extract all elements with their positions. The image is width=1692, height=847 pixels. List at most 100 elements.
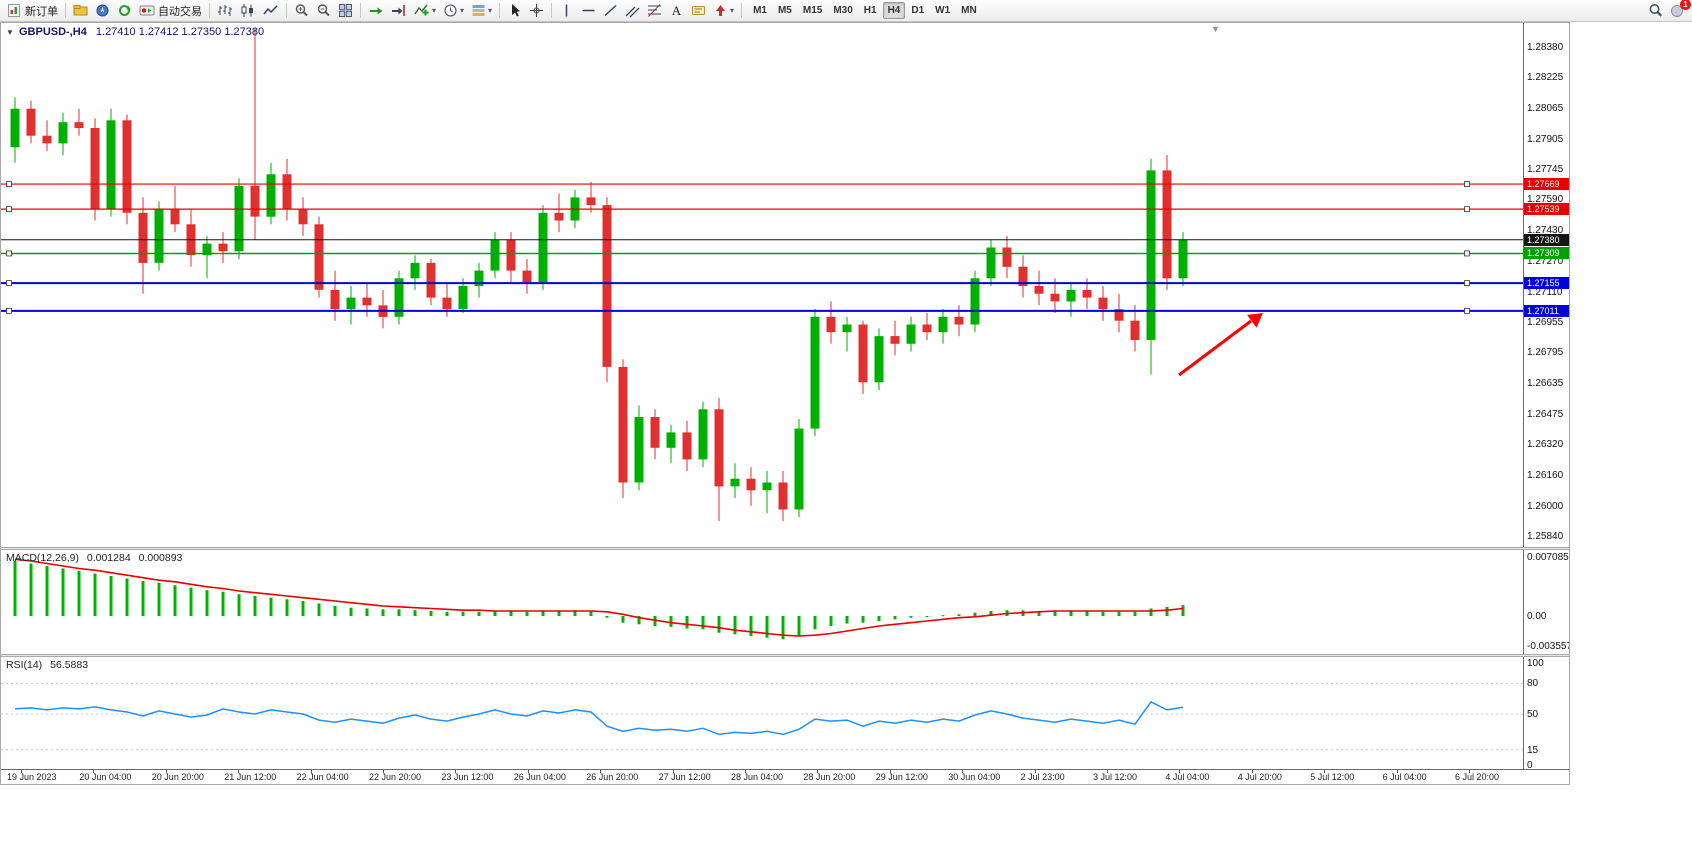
time-axis-label: 4 Jul 20:00	[1237, 772, 1282, 782]
chart-window: ▼ GBPUSD-,H4 1.27410 1.27412 1.27350 1.2…	[0, 22, 1570, 785]
timeframe-button-m5[interactable]: M5	[777, 5, 792, 16]
new-order-icon	[8, 4, 20, 17]
chart-title: ▼ GBPUSD-,H4 1.27410 1.27412 1.27350 1.2…	[6, 26, 264, 38]
chevron-down-icon: ▾	[432, 6, 437, 15]
price-axis-label: 1.27590	[1527, 194, 1564, 206]
timeframe-button-w1[interactable]: W1	[935, 5, 951, 16]
profiles-icon	[73, 5, 88, 16]
candlestick-chart-icon	[241, 4, 253, 17]
rsi-axis-label: 0	[1527, 760, 1533, 769]
time-axis-tick	[672, 770, 674, 773]
timeframe-button-mn[interactable]: MN	[961, 5, 977, 16]
chevron-down-icon: ▾	[730, 6, 735, 15]
rsi-axis[interactable]: 100 80 50 15 0	[1523, 657, 1569, 769]
refresh-button[interactable]	[114, 1, 135, 20]
notifications-button[interactable]: 1	[1667, 0, 1691, 20]
macd-chart[interactable]	[1, 550, 1523, 654]
price-axis-label: 1.27905	[1527, 133, 1564, 145]
price-axis-label: 1.26160	[1527, 469, 1564, 481]
channel-icon	[625, 6, 640, 18]
rsi-axis-label: 80	[1527, 678, 1539, 690]
channel-tool-button[interactable]	[622, 1, 643, 20]
price-axis[interactable]: 1.28380 1.28225 1.28065 1.27905 1.27745 1.275…	[1523, 23, 1569, 547]
macd-histogram	[13, 561, 1185, 640]
fibonacci-tool-button[interactable]	[644, 1, 665, 20]
indicators-button[interactable]: ▾	[411, 1, 439, 20]
time-axis-label: 26 Jun 20:00	[586, 772, 639, 782]
time-axis-tick	[93, 770, 95, 773]
timeframe-button-h4[interactable]: H4	[882, 2, 906, 19]
trendline-icon	[604, 4, 617, 17]
profiles-button[interactable]	[70, 1, 91, 20]
zoom-out-button[interactable]	[313, 1, 334, 20]
timeframe-button-m15[interactable]: M15	[802, 5, 823, 16]
price-axis-label: 1.26635	[1527, 378, 1564, 390]
macd-signal-line	[14, 558, 1184, 637]
tile-windows-button[interactable]	[335, 1, 356, 20]
zoom-in-button[interactable]	[291, 1, 312, 20]
horizontal-line-icon	[582, 9, 595, 12]
rsi-chart[interactable]	[1, 657, 1523, 769]
time-axis-tick	[1324, 770, 1326, 773]
line-chart-button[interactable]	[260, 1, 282, 20]
rsi-axis-label: 15	[1527, 744, 1539, 756]
chart-shift-marker-icon[interactable]: ▼	[1211, 24, 1220, 34]
bars-chart-icon	[218, 5, 232, 16]
time-axis[interactable]: 19 Jun 2023 20 Jun 04:00 20 Jun 20:00 21 Ju…	[1, 769, 1569, 784]
pane-splitter[interactable]	[1, 547, 1569, 550]
macd-main-value: 0.001284	[86, 552, 131, 564]
tile-windows-icon	[339, 4, 352, 17]
price-level-tag: 1.27155	[1524, 277, 1569, 290]
time-axis-label: 23 Jun 12:00	[441, 772, 494, 782]
auto-scroll-button[interactable]	[365, 1, 387, 20]
price-axis-label: 1.26475	[1527, 409, 1564, 421]
timeframe-button-m1[interactable]: M1	[753, 5, 767, 16]
timeframe-button-h1[interactable]: H1	[863, 5, 877, 16]
candlestick-chart-button[interactable]	[237, 1, 259, 20]
time-axis-tick	[21, 770, 22, 773]
rsi-value: 56.5883	[50, 659, 89, 671]
crosshair-button[interactable]	[526, 1, 547, 20]
collapse-arrow-icon[interactable]: ▼	[6, 28, 14, 37]
cursor-button[interactable]	[504, 1, 525, 20]
search-button[interactable]	[1645, 1, 1666, 20]
new-order-button[interactable]: 新订单	[4, 1, 61, 20]
time-axis-label: 19 Jun 2023	[7, 772, 57, 782]
bars-chart-button[interactable]	[214, 1, 236, 20]
macd-axis[interactable]: 0.007085 0.00 -0.003557	[1523, 550, 1569, 654]
price-level-tag: 1.27011	[1524, 304, 1569, 317]
time-axis-tick	[889, 770, 891, 773]
timeframe-button-m30[interactable]: M30	[833, 5, 853, 16]
rsi-axis-label: 50	[1527, 709, 1539, 720]
crosshair-icon	[530, 4, 544, 17]
text-tool-button[interactable]: A	[666, 1, 687, 20]
autotrading-icon	[139, 5, 155, 16]
candlestick-chart[interactable]	[1, 23, 1523, 547]
price-level-tag: 1.27539	[1524, 203, 1569, 216]
rsi-line	[14, 700, 1184, 736]
pane-splitter[interactable]	[1, 654, 1569, 657]
chart-shift-button[interactable]	[388, 1, 410, 20]
timeframe-button-d1[interactable]: D1	[911, 5, 925, 16]
autotrading-button[interactable]: 自动交易	[136, 1, 205, 20]
rsi-pane[interactable]: RSI(14) 56.5883 100 80 50 15 0	[1, 657, 1569, 769]
price-chart-pane[interactable]: ▼ GBPUSD-,H4 1.27410 1.27412 1.27350 1.2…	[1, 23, 1569, 547]
macd-pane[interactable]: MACD(12,26,9) 0.001284 0.000893 0.007085…	[1, 550, 1569, 654]
price-axis-label: 1.26955	[1527, 316, 1564, 328]
vertical-line-tool-button[interactable]	[556, 1, 577, 20]
periods-button[interactable]: ▾	[440, 1, 467, 20]
arrows-tool-button[interactable]: ▾	[710, 1, 737, 20]
ohlc-values: 1.27410 1.27412 1.27350 1.27380	[95, 26, 265, 38]
time-axis-tick	[238, 770, 240, 773]
price-level-tag: 1.27669	[1524, 178, 1569, 191]
timeframe-group: M1 M5 M15 M30 H1 H4 D1 W1 MN	[748, 2, 982, 19]
time-axis-label: 20 Jun 04:00	[79, 772, 132, 782]
templates-button[interactable]: ▾	[468, 1, 495, 20]
horizontal-line-tool-button[interactable]	[578, 1, 599, 20]
price-axis-label: 1.26795	[1527, 347, 1564, 359]
navigator-button[interactable]	[92, 1, 113, 20]
text-label-tool-button[interactable]	[688, 1, 709, 20]
toolbar-separator	[286, 3, 287, 18]
trendline-tool-button[interactable]	[600, 1, 621, 20]
price-axis-label: 1.26320	[1527, 439, 1564, 450]
